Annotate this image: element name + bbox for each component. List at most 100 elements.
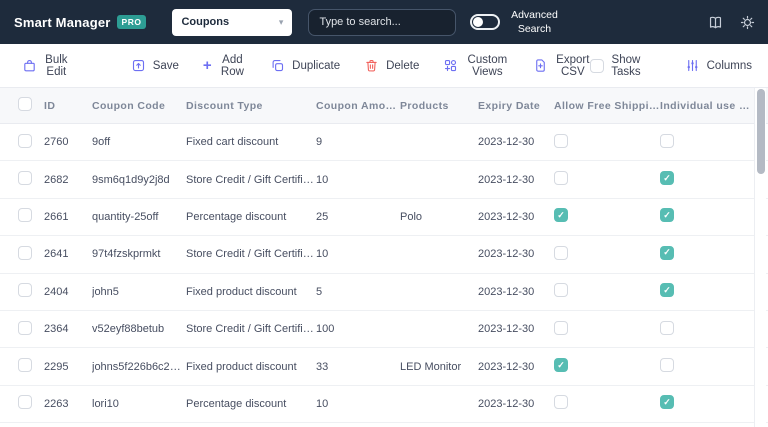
cell-coupon-amount[interactable]: 9 xyxy=(316,136,323,149)
row-checkbox[interactable] xyxy=(18,171,32,186)
individual-use-checkbox[interactable] xyxy=(660,283,674,298)
cell-id[interactable]: 2641 xyxy=(44,248,69,261)
cell-discount-type[interactable]: Percentage discount xyxy=(186,397,287,410)
column-header-free-shipping[interactable]: Allow Free Shipping xyxy=(554,99,660,112)
bulk-edit-label: Bulk Edit xyxy=(45,53,68,78)
cell-coupon-code[interactable]: 9off xyxy=(92,136,111,149)
free-shipping-checkbox[interactable] xyxy=(554,395,568,410)
duplicate-button[interactable]: Duplicate xyxy=(270,58,340,73)
row-checkbox[interactable] xyxy=(18,208,32,223)
cell-discount-type[interactable]: Fixed cart discount xyxy=(186,136,279,149)
individual-use-checkbox[interactable] xyxy=(660,171,674,186)
cell-coupon-code[interactable]: john5 xyxy=(92,285,119,298)
column-header-expiry-date[interactable]: Expiry Date xyxy=(478,99,541,112)
cell-expiry-date[interactable]: 2023-12-30 xyxy=(478,210,535,223)
custom-views-button[interactable]: Custom Views xyxy=(443,54,509,78)
cell-coupon-code[interactable]: quantity-25off xyxy=(92,210,159,223)
row-checkbox[interactable] xyxy=(18,320,32,335)
cell-discount-type[interactable]: Store Credit / Gift Certificate xyxy=(186,248,316,261)
toggle-knob-icon xyxy=(473,17,484,27)
cell-products[interactable]: LED Monitor xyxy=(400,360,462,373)
show-tasks-checkbox[interactable] xyxy=(590,58,605,73)
cell-coupon-code[interactable]: johns5f226b6c23385 xyxy=(92,360,186,373)
show-tasks-toggle[interactable]: Show Tasks xyxy=(590,53,641,78)
individual-use-checkbox[interactable] xyxy=(660,133,674,148)
search-input[interactable] xyxy=(308,8,457,36)
cell-expiry-date[interactable]: 2023-12-30 xyxy=(478,248,535,261)
free-shipping-checkbox[interactable] xyxy=(554,171,568,186)
cell-discount-type[interactable]: Store Credit / Gift Certificate xyxy=(186,173,316,186)
row-checkbox[interactable] xyxy=(18,245,32,260)
cell-discount-type[interactable]: Fixed product discount xyxy=(186,285,297,298)
cell-expiry-date[interactable]: 2023-12-30 xyxy=(478,397,535,410)
cell-coupon-amount[interactable]: 10 xyxy=(316,173,329,186)
cell-id[interactable]: 2661 xyxy=(44,210,69,223)
free-shipping-checkbox[interactable] xyxy=(554,245,568,260)
cell-expiry-date[interactable]: 2023-12-30 xyxy=(478,285,535,298)
cell-id[interactable]: 2263 xyxy=(44,397,69,410)
delete-button[interactable]: Delete xyxy=(364,58,419,73)
cell-coupon-amount[interactable]: 25 xyxy=(316,210,329,223)
docs-book-icon[interactable] xyxy=(707,14,724,31)
cell-coupon-code[interactable]: lori10 xyxy=(92,397,119,410)
free-shipping-checkbox[interactable] xyxy=(554,133,568,148)
column-header-coupon-code[interactable]: Coupon Code xyxy=(92,99,166,112)
column-header-products[interactable]: Products xyxy=(400,99,449,112)
advanced-search-toggle[interactable] xyxy=(470,14,501,30)
cell-id[interactable]: 2364 xyxy=(44,323,69,336)
cell-coupon-code[interactable]: 9sm6q1d9y2j8d xyxy=(92,173,170,186)
cell-id[interactable]: 2760 xyxy=(44,136,69,149)
trash-icon xyxy=(364,58,379,73)
cell-expiry-date[interactable]: 2023-12-30 xyxy=(478,360,535,373)
select-all-checkbox[interactable] xyxy=(18,97,32,111)
scrollbar-thumb[interactable] xyxy=(757,89,765,174)
row-checkbox[interactable] xyxy=(18,133,32,148)
free-shipping-checkbox[interactable] xyxy=(554,283,568,298)
free-shipping-checkbox[interactable] xyxy=(554,358,568,373)
cell-id[interactable]: 2295 xyxy=(44,360,69,373)
columns-label: Columns xyxy=(706,59,753,72)
cell-coupon-amount[interactable]: 33 xyxy=(316,360,329,373)
column-header-discount-type[interactable]: Discount Type xyxy=(186,99,263,112)
cell-expiry-date[interactable]: 2023-12-30 xyxy=(478,173,535,186)
cell-discount-type[interactable]: Percentage discount xyxy=(186,210,287,223)
row-checkbox[interactable] xyxy=(18,395,32,410)
cell-discount-type[interactable]: Store Credit / Gift Certificate xyxy=(186,323,316,336)
cell-products[interactable]: Polo xyxy=(400,210,423,223)
bulk-edit-button[interactable]: Bulk Edit xyxy=(22,54,69,78)
individual-use-checkbox[interactable] xyxy=(660,395,674,410)
table-row: 2295 johns5f226b6c23385 Fixed product di… xyxy=(0,348,768,386)
cell-discount-type[interactable]: Fixed product discount xyxy=(186,360,297,373)
export-csv-button[interactable]: Export CSV xyxy=(533,54,590,78)
settings-gear-icon[interactable] xyxy=(739,14,756,31)
cell-id[interactable]: 2404 xyxy=(44,285,69,298)
cell-id[interactable]: 2682 xyxy=(44,173,69,186)
free-shipping-checkbox[interactable] xyxy=(554,320,568,335)
vertical-scrollbar[interactable] xyxy=(754,88,766,427)
column-header-coupon-amount[interactable]: Coupon Amount xyxy=(316,99,400,112)
individual-use-checkbox[interactable] xyxy=(660,358,674,373)
free-shipping-checkbox[interactable] xyxy=(554,208,568,223)
cell-expiry-date[interactable]: 2023-12-30 xyxy=(478,323,535,336)
duplicate-copy-icon xyxy=(270,58,285,73)
cell-coupon-code[interactable]: v52eyf88betub xyxy=(92,323,165,336)
column-header-id[interactable]: ID xyxy=(44,99,56,112)
individual-use-checkbox[interactable] xyxy=(660,208,674,223)
row-checkbox[interactable] xyxy=(18,358,32,373)
cell-coupon-amount[interactable]: 100 xyxy=(316,323,335,336)
individual-use-checkbox[interactable] xyxy=(660,320,674,335)
cell-coupon-amount[interactable]: 10 xyxy=(316,397,329,410)
save-button[interactable]: Save xyxy=(131,58,179,73)
cell-expiry-date[interactable]: 2023-12-30 xyxy=(478,136,535,149)
cell-coupon-amount[interactable]: 5 xyxy=(316,285,323,298)
cell-coupon-amount[interactable]: 10 xyxy=(316,248,329,261)
bulk-edit-bag-icon xyxy=(22,58,37,73)
cell-coupon-code[interactable]: 97t4fzskprmkt xyxy=(92,248,161,261)
row-checkbox[interactable] xyxy=(18,283,32,298)
dashboard-select[interactable]: Coupons ▾ xyxy=(172,8,293,36)
columns-button[interactable]: Columns xyxy=(685,58,752,73)
add-row-button[interactable]: + Add Row xyxy=(203,54,246,78)
individual-use-checkbox[interactable] xyxy=(660,245,674,260)
column-header-individual-use[interactable]: Individual use only xyxy=(660,99,752,112)
show-tasks-label: Show Tasks xyxy=(611,53,641,78)
